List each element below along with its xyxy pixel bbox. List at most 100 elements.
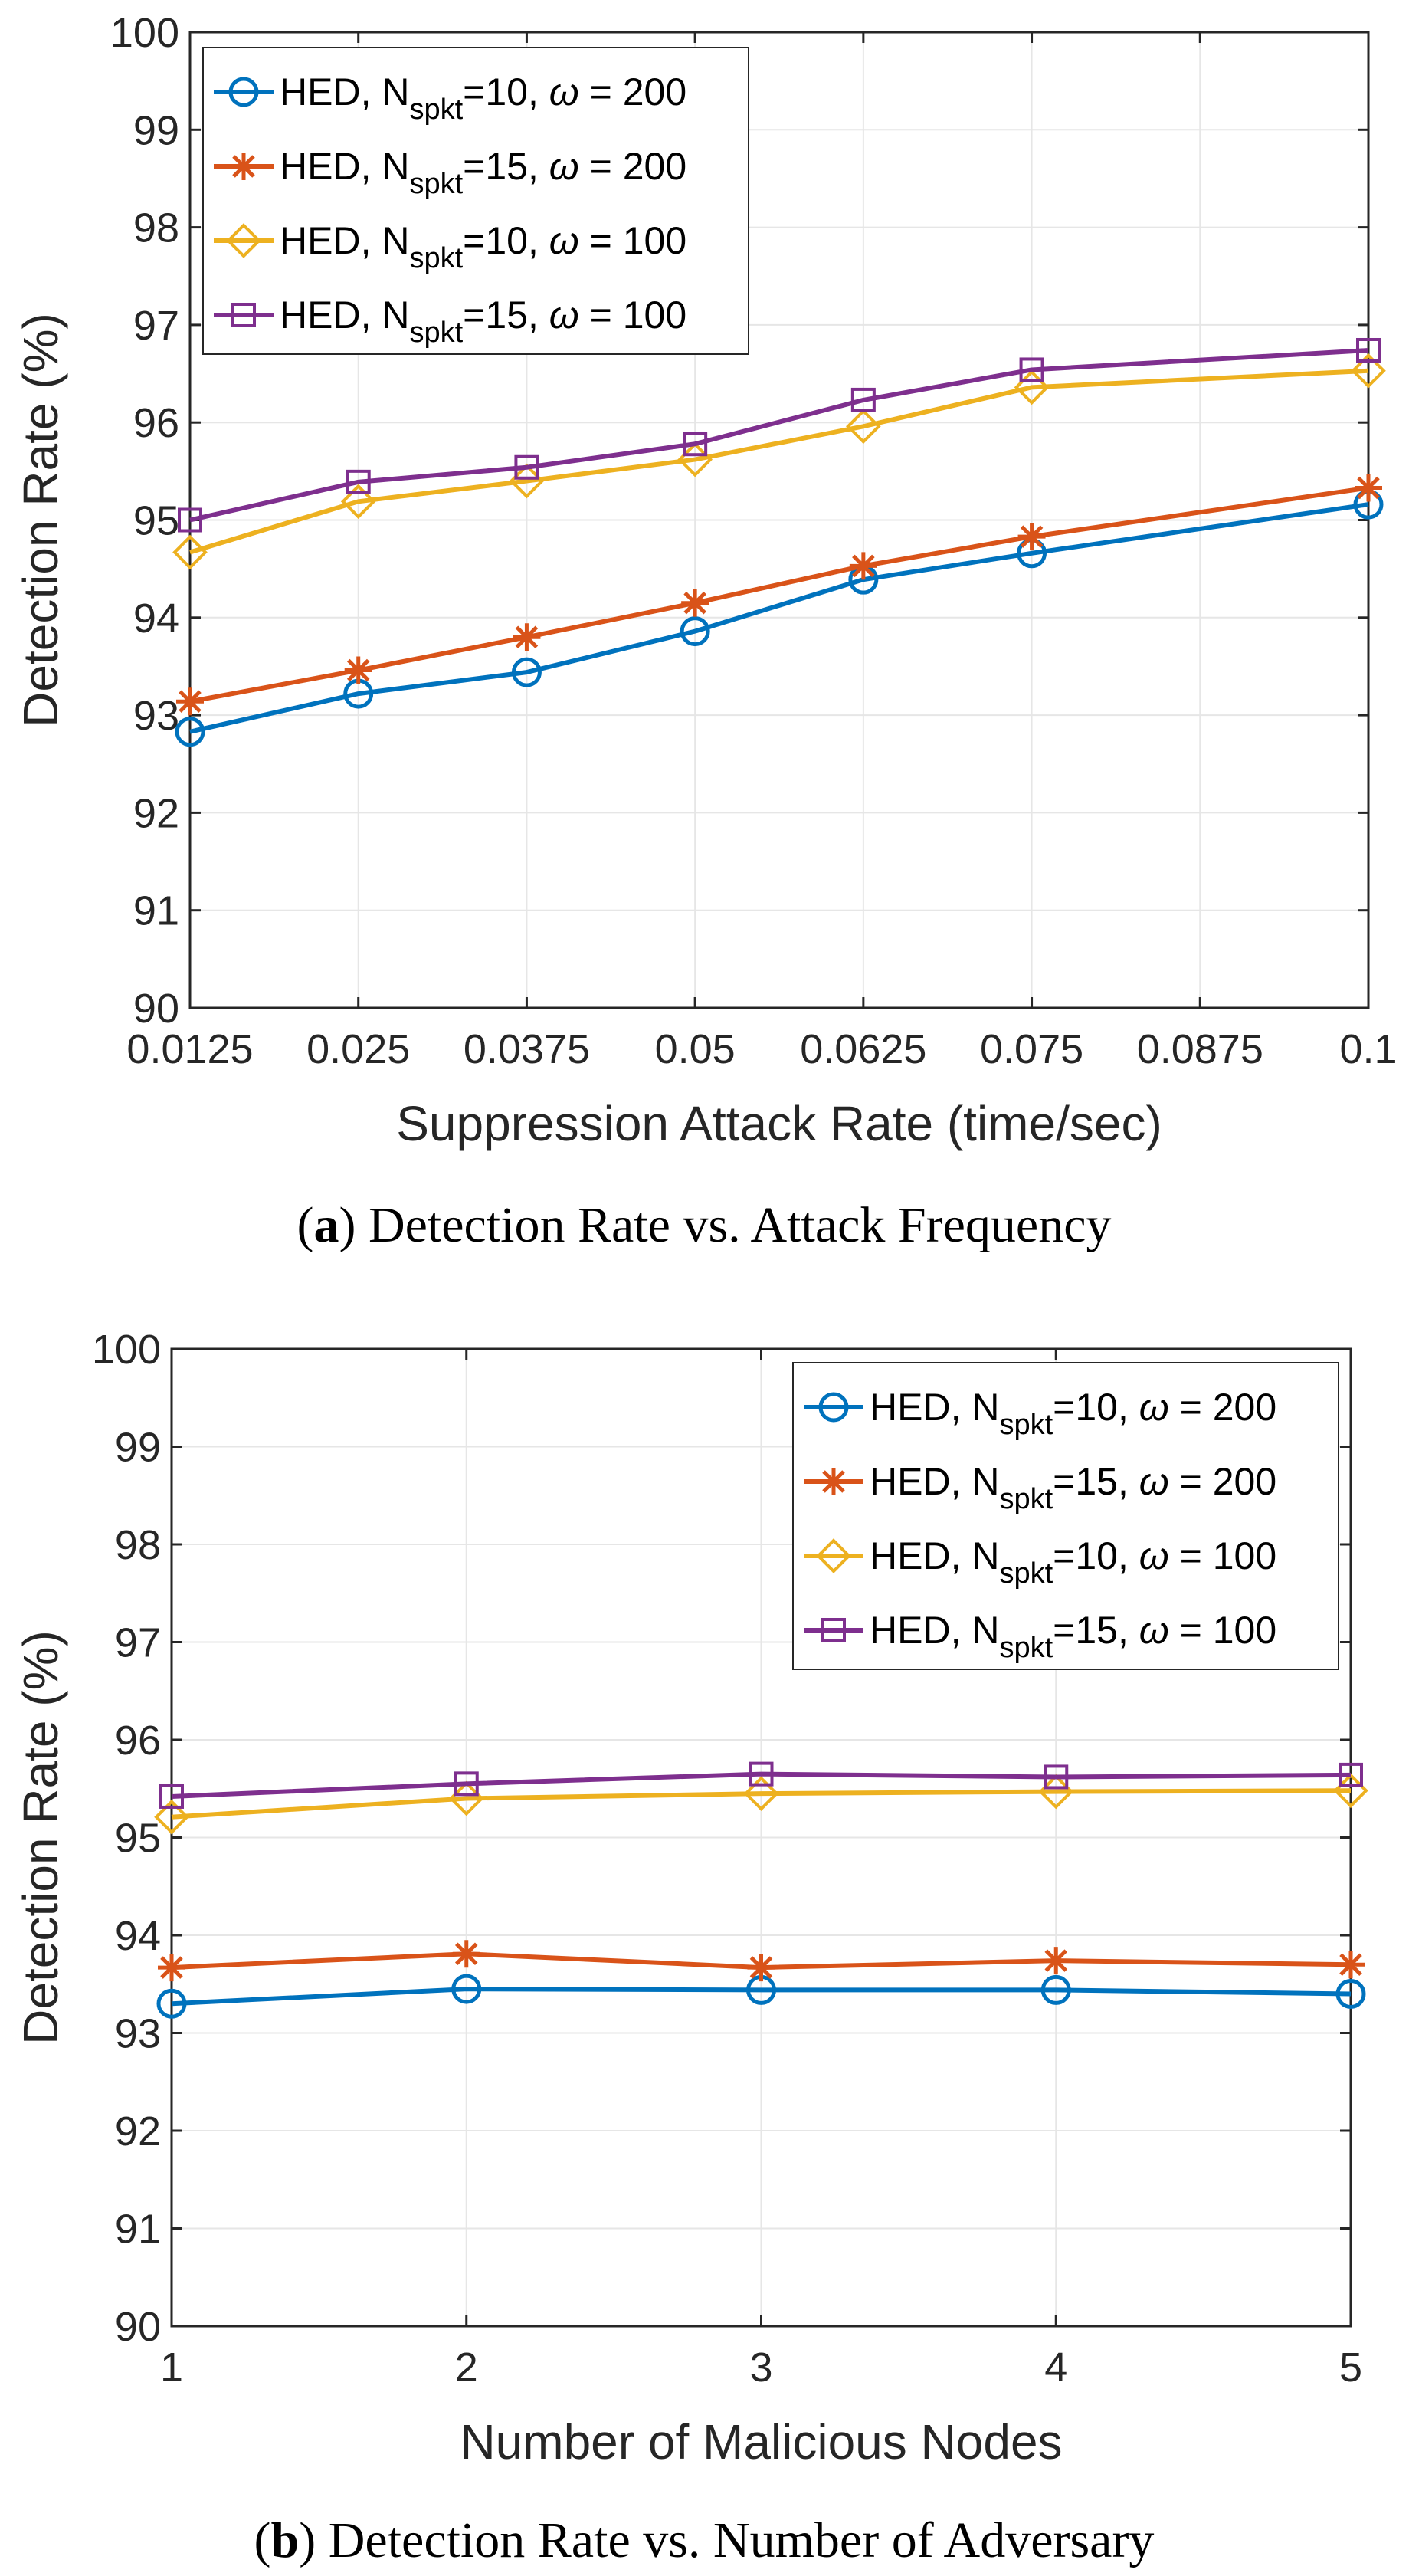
y-tick-label: 99: [115, 1425, 161, 1471]
data-point: [513, 623, 541, 651]
data-point: [1040, 1974, 1071, 2005]
x-tick-label: 0.1: [1339, 1026, 1397, 1072]
x-tick-label: 0.075: [980, 1026, 1083, 1072]
data-point: [743, 1776, 779, 1811]
legend-label: HED, Nspkt=10, ω = 100: [870, 1534, 1276, 1590]
data-point: [683, 432, 708, 457]
y-tick-label: 97: [133, 303, 179, 349]
y-tick-label: 94: [133, 596, 179, 642]
y-axis-label: Detection Rate (%): [13, 1630, 68, 2045]
legend-label: HED, Nspkt=10, ω = 100: [280, 219, 686, 274]
series-3: [172, 353, 1386, 570]
y-tick-label: 93: [133, 693, 179, 739]
x-tick-label: 0.05: [655, 1026, 736, 1072]
chart-a: 90 91 92 93 94 95 96 97 98 99 100 0.0125 0.025 0.0375…: [13, 10, 1398, 1253]
data-point: [1044, 1764, 1069, 1790]
data-point: [1042, 1947, 1070, 1975]
legend-marker: [226, 223, 261, 258]
legend-marker: [230, 153, 257, 180]
y-tick-label: 90: [133, 986, 179, 1032]
series-2: [158, 1940, 1365, 1982]
data-point: [452, 1940, 480, 1968]
legend-label: HED, Nspkt=10, ω = 200: [280, 71, 686, 126]
legend-marker: [820, 1468, 847, 1495]
legend-item-3: HED, Nspkt=10, ω = 100: [804, 1534, 1276, 1590]
data-point: [1019, 357, 1044, 382]
figure-caption: (b) Detection Rate vs. Number of Adversa…: [254, 2512, 1155, 2568]
y-tick-label: 93: [115, 2011, 161, 2057]
x-tick-label: 2: [455, 2345, 478, 2391]
x-tick-label: 1: [160, 2345, 183, 2391]
data-point: [511, 657, 542, 687]
data-point: [346, 469, 371, 494]
data-point: [175, 717, 205, 747]
y-tick-label: 95: [133, 498, 179, 544]
y-tick-label: 100: [110, 10, 179, 56]
legend-item-2: HED, Nspkt=15, ω = 200: [214, 145, 686, 200]
data-point: [172, 534, 208, 570]
data-point: [1017, 523, 1046, 551]
data-point: [680, 616, 710, 647]
legend: HED, Nspkt=10, ω = 200 HED, Nspkt=15, ω =…: [202, 47, 749, 355]
legend-item-2: HED, Nspkt=15, ω = 200: [804, 1460, 1276, 1515]
series-line: [171, 1771, 1352, 1799]
data-point: [159, 1784, 184, 1809]
legend-item-4: HED, Nspkt=15, ω = 100: [804, 1609, 1276, 1664]
series-1: [156, 1974, 1366, 2019]
legend-marker: [231, 303, 256, 327]
series-line: [171, 1987, 1352, 2007]
chart-b: 90 91 92 93 94 95 96 97 98 99 100 1 2 3 4 5 Number of Ma…: [13, 1327, 1368, 2568]
legend-label: HED, Nspkt=15, ω = 200: [870, 1460, 1276, 1515]
x-tick-label: 0.0875: [1137, 1026, 1263, 1072]
y-tick-label: 100: [92, 1327, 161, 1373]
y-tick-label: 92: [115, 2108, 161, 2154]
data-point: [1355, 474, 1382, 502]
y-tick-label: 90: [115, 2304, 161, 2350]
series-2: [176, 474, 1382, 716]
y-tick-label: 97: [115, 1620, 161, 1666]
legend-label: HED, Nspkt=15, ω = 100: [870, 1609, 1276, 1664]
data-point: [158, 1954, 185, 1982]
data-point: [344, 656, 372, 684]
x-tick-label: 0.0625: [800, 1026, 926, 1072]
legend-item-3: HED, Nspkt=10, ω = 100: [214, 219, 686, 274]
data-point: [154, 1799, 189, 1835]
data-point: [454, 1771, 479, 1797]
y-axis-label: Detection Rate (%): [13, 313, 68, 727]
y-tick-label: 95: [115, 1816, 161, 1862]
x-axis-label: Number of Malicious Nodes: [460, 2414, 1062, 2469]
data-point: [178, 507, 202, 533]
legend-label: HED, Nspkt=15, ω = 200: [280, 145, 686, 200]
data-point: [850, 387, 876, 412]
y-tick-label: 91: [115, 2207, 161, 2253]
legend-marker: [816, 1538, 851, 1573]
legend-marker: [818, 1392, 849, 1423]
data-point: [156, 1988, 187, 2019]
legend-marker: [821, 1618, 846, 1642]
y-tick-label: 94: [115, 1913, 161, 1959]
x-tick-label: 0.0375: [464, 1026, 590, 1072]
data-point: [1351, 353, 1386, 389]
legend-item-4: HED, Nspkt=15, ω = 100: [214, 294, 686, 349]
series-line: [189, 502, 1369, 734]
data-point: [340, 484, 376, 520]
y-tick-label: 99: [133, 107, 179, 153]
data-point: [681, 589, 709, 617]
legend-item-1: HED, Nspkt=10, ω = 200: [214, 71, 686, 126]
data-point: [749, 1761, 774, 1787]
series-line: [171, 1788, 1352, 1820]
legend-box: [202, 47, 749, 355]
x-tick-label: 4: [1044, 2345, 1067, 2391]
y-tick-label: 92: [133, 790, 179, 836]
y-tick-label: 96: [115, 1718, 161, 1764]
data-point: [1356, 337, 1381, 363]
figure-caption: (a) Detection Rate vs. Attack Frequency: [297, 1197, 1111, 1253]
data-point: [514, 454, 539, 480]
data-point: [176, 687, 204, 716]
x-tick-label: 5: [1339, 2345, 1362, 2391]
data-point: [451, 1974, 482, 2004]
legend-label: HED, Nspkt=10, ω = 200: [870, 1386, 1276, 1441]
series-4: [159, 1761, 1363, 1809]
series-line: [189, 348, 1369, 523]
